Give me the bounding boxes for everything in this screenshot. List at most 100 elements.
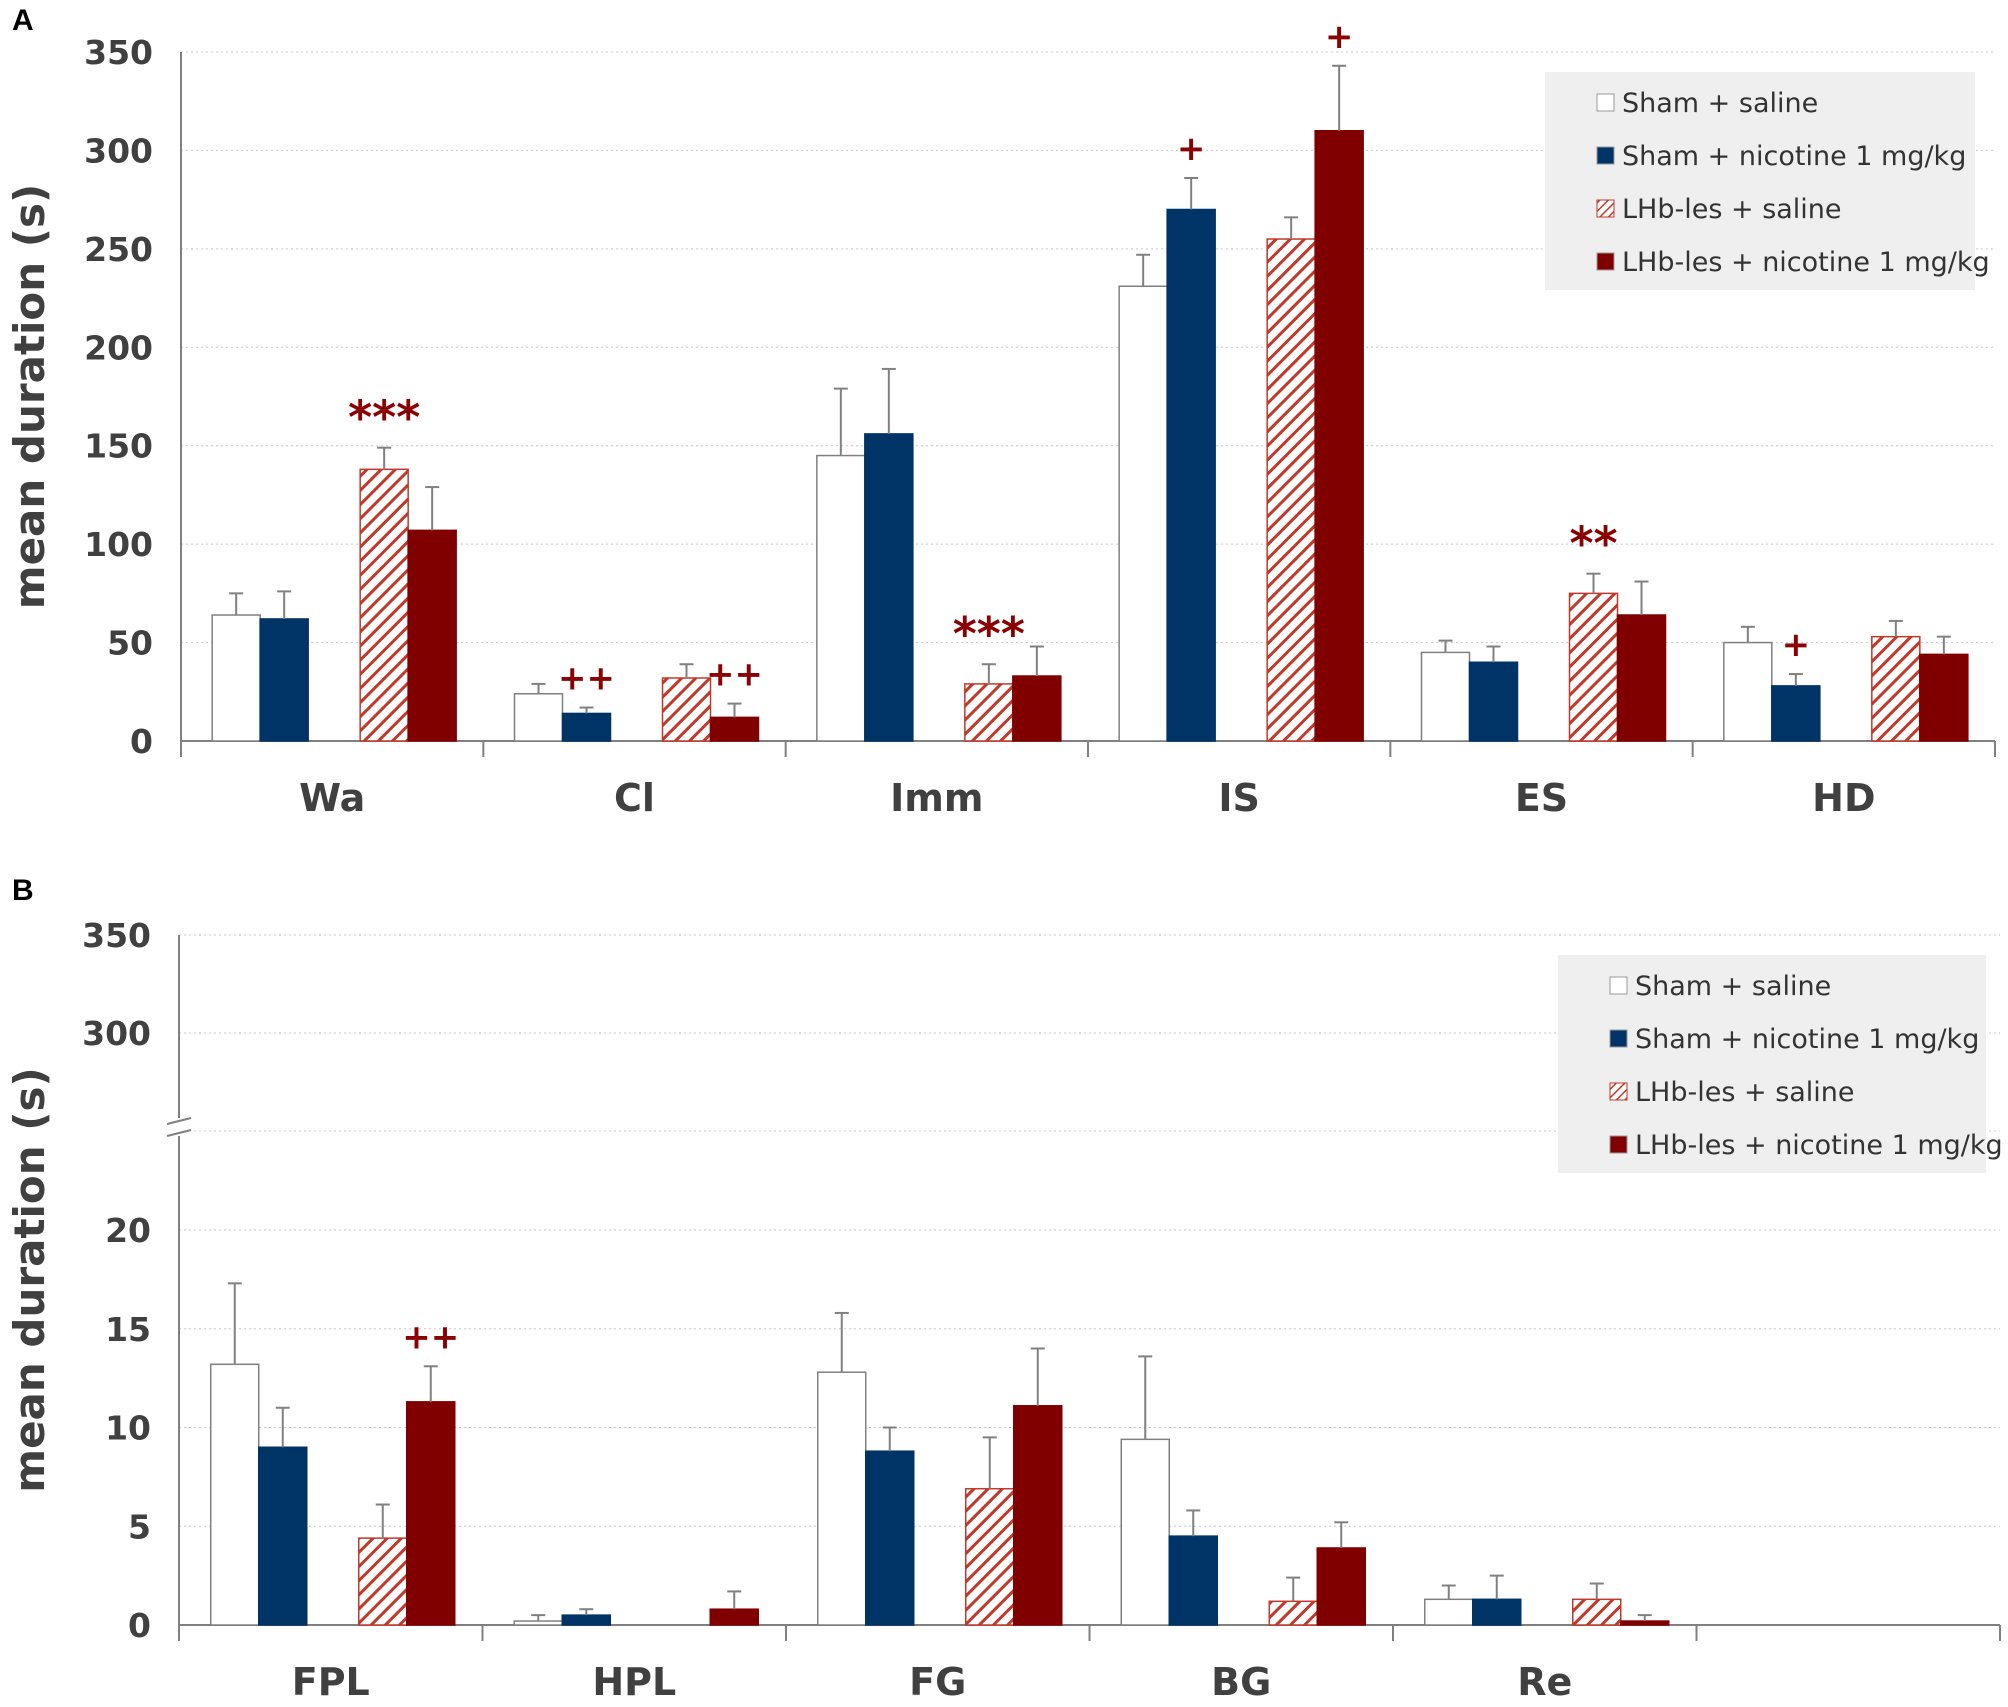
legend-label: LHb-les + saline — [1635, 1077, 1855, 1108]
bar — [1266, 238, 1316, 742]
bar — [1168, 1535, 1218, 1626]
bar — [865, 1450, 915, 1626]
bar — [513, 1620, 563, 1626]
category-label: HPL — [592, 1660, 676, 1702]
category-label: FG — [909, 1660, 966, 1702]
significance-marker: + — [1325, 17, 1354, 57]
legend-swatch — [1609, 1135, 1628, 1154]
bar — [817, 1371, 867, 1626]
y-tick-label: 10 — [105, 1409, 151, 1448]
category-label: ES — [1515, 776, 1568, 820]
legend-label: LHb-les + saline — [1622, 194, 1842, 225]
bar — [864, 433, 914, 742]
bar — [1118, 285, 1168, 742]
legend-swatch — [1609, 1082, 1628, 1101]
legend-label: LHb-les + nicotine 1 mg/kg — [1622, 247, 1990, 278]
bar — [661, 677, 712, 742]
y-tick-label: 350 — [82, 916, 151, 955]
bar — [1166, 208, 1216, 742]
panel-b-chart: 0 5 10 15 20 300 350 FPL HPL FG BG Re ++ mean duratio… — [5, 916, 2003, 1704]
legend-label: Sham + nicotine 1 mg/kg — [1635, 1024, 1979, 1055]
bar — [1268, 1600, 1318, 1626]
y-tick-label: 5 — [128, 1507, 151, 1546]
bar — [709, 1608, 759, 1626]
axis-break-mark — [166, 1129, 192, 1137]
significance-marker: + — [1782, 625, 1811, 665]
legend-label: Sham + nicotine 1 mg/kg — [1622, 141, 1966, 172]
bar — [1771, 685, 1821, 742]
y-tick-label: 15 — [105, 1310, 151, 1349]
legend-swatch — [1609, 1029, 1628, 1048]
bar — [1013, 1405, 1063, 1626]
bar — [407, 529, 457, 742]
y-tick-label: 0 — [130, 722, 153, 761]
bar — [211, 614, 261, 742]
y-tick-label: 50 — [107, 624, 153, 663]
category-label: Wa — [299, 776, 365, 820]
category-label: Cl — [614, 776, 655, 820]
legend-box — [1545, 72, 1975, 290]
legend-label: Sham + saline — [1635, 971, 1831, 1002]
y-tick-label: 250 — [84, 230, 153, 269]
panel-label-a: A — [12, 4, 34, 37]
axis-break-mark — [166, 1117, 192, 1125]
legend-label: Sham + saline — [1622, 88, 1818, 119]
bar — [1620, 1620, 1670, 1626]
legend-box — [1558, 955, 1986, 1173]
y-tick-label: 100 — [84, 525, 153, 564]
bar — [406, 1401, 456, 1626]
bar — [359, 468, 409, 742]
legend-swatch — [1596, 146, 1615, 165]
bar — [1472, 1598, 1522, 1626]
bar — [1572, 1598, 1622, 1626]
legend-swatch — [1596, 252, 1615, 271]
bar — [1314, 129, 1364, 742]
y-tick-label: 300 — [84, 131, 153, 170]
bar — [561, 712, 612, 742]
y-tick-label: 20 — [105, 1211, 151, 1250]
y-tick-label: 150 — [84, 427, 153, 466]
category-label: Imm — [890, 776, 983, 820]
bar — [816, 454, 866, 742]
y-tick-label: 300 — [82, 1014, 151, 1053]
bar — [1616, 614, 1667, 742]
panel-label-b: B — [12, 874, 34, 907]
bar — [1468, 661, 1519, 742]
y-tick-label: 350 — [84, 33, 153, 72]
bar — [358, 1537, 408, 1626]
bar — [1568, 592, 1619, 742]
bar — [210, 1363, 260, 1626]
category-label: FPL — [292, 1660, 370, 1702]
bar — [259, 618, 309, 742]
bar — [965, 1487, 1015, 1626]
bar — [258, 1446, 308, 1626]
significance-marker: *** — [953, 607, 1025, 661]
bar — [1424, 1598, 1474, 1626]
category-label: IS — [1218, 776, 1260, 820]
bar — [1871, 635, 1921, 742]
y-axis-label: mean duration (s) — [5, 184, 54, 609]
significance-marker: ** — [1569, 517, 1617, 571]
significance-marker: ++ — [402, 1317, 459, 1357]
bar — [561, 1614, 611, 1626]
category-label: Re — [1517, 1660, 1572, 1702]
significance-marker: ++ — [558, 659, 615, 699]
bar — [1420, 651, 1471, 742]
legend-swatch — [1596, 93, 1615, 112]
y-tick-label: 200 — [84, 328, 153, 367]
bar — [1012, 675, 1062, 742]
bar — [1120, 1438, 1170, 1626]
bar — [709, 716, 760, 742]
legend-swatch — [1596, 199, 1615, 218]
significance-marker: *** — [348, 391, 420, 445]
legend-label: LHb-les + nicotine 1 mg/kg — [1635, 1130, 2003, 1161]
category-label: BG — [1211, 1660, 1271, 1702]
y-tick-label: 0 — [128, 1606, 151, 1645]
bar — [964, 683, 1014, 742]
bar — [1316, 1547, 1366, 1626]
significance-marker: + — [1177, 129, 1206, 169]
bar — [513, 693, 564, 742]
y-axis-label: mean duration (s) — [5, 1067, 54, 1492]
legend-swatch — [1609, 976, 1628, 995]
